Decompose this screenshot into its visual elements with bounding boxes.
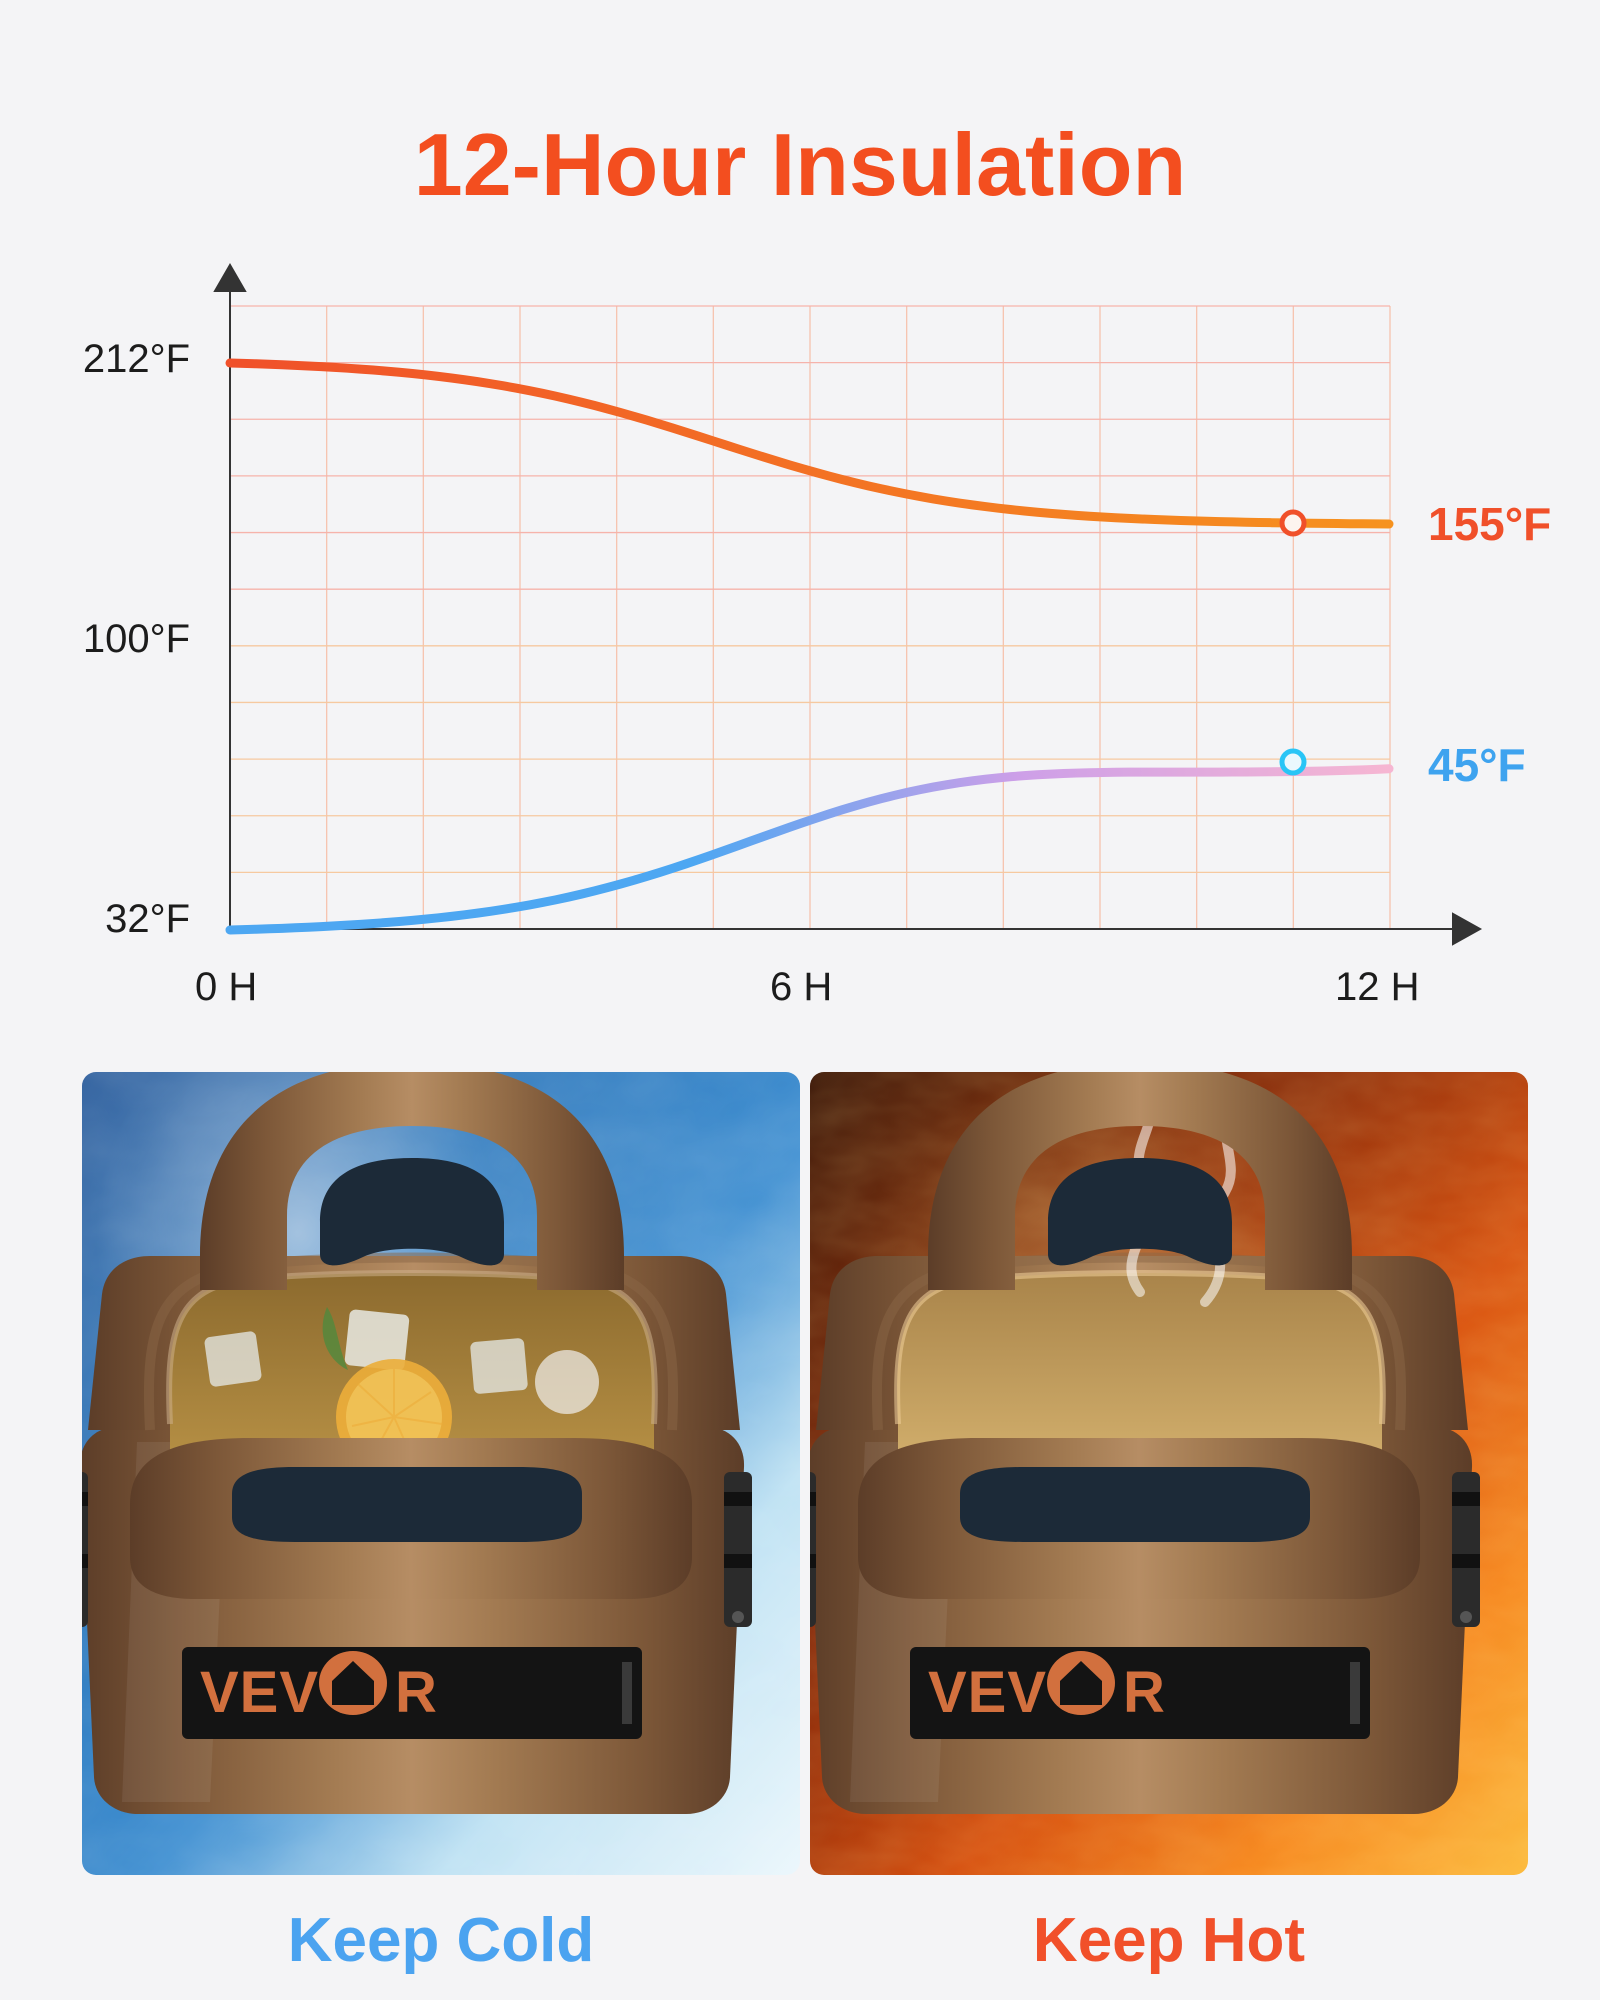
svg-text:R: R [395,1660,438,1725]
svg-text:R: R [1123,1660,1166,1725]
svg-text:VEV: VEV [928,1660,1047,1725]
svg-text:VEV: VEV [200,1660,319,1725]
